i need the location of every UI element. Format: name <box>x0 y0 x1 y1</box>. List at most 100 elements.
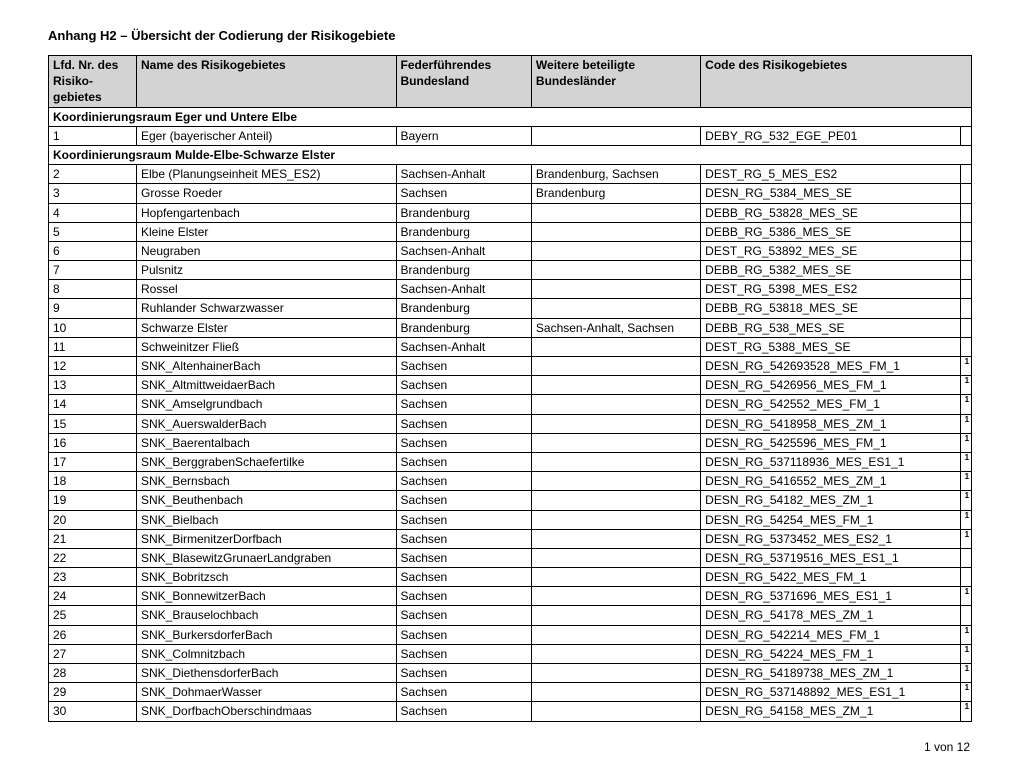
cell-fed: Sachsen <box>396 357 531 376</box>
cell-bet: Brandenburg <box>531 184 700 203</box>
risk-areas-table: Lfd. Nr. des Risiko-gebietes Name des Ri… <box>48 55 972 722</box>
table-row: 6NeugrabenSachsen-AnhaltDEST_RG_53892_ME… <box>49 241 972 260</box>
cell-name: Ruhlander Schwarzwasser <box>137 299 397 318</box>
cell-nr: 9 <box>49 299 137 318</box>
cell-footnote <box>960 126 971 145</box>
cell-footnote <box>960 606 971 625</box>
cell-nr: 2 <box>49 165 137 184</box>
cell-code: DESN_RG_542214_MES_FM_1 <box>701 625 961 644</box>
cell-code: DESN_RG_5422_MES_FM_1 <box>701 568 961 587</box>
table-row: 16SNK_BaerentalbachSachsenDESN_RG_542559… <box>49 433 972 452</box>
cell-fed: Sachsen <box>396 395 531 414</box>
cell-bet <box>531 395 700 414</box>
cell-bet: Brandenburg, Sachsen <box>531 165 700 184</box>
cell-footnote: 1 <box>960 357 971 376</box>
cell-bet <box>531 491 700 510</box>
cell-fed: Sachsen <box>396 184 531 203</box>
cell-nr: 13 <box>49 376 137 395</box>
cell-fed: Brandenburg <box>396 299 531 318</box>
cell-code: DESN_RG_537118936_MES_ES1_1 <box>701 452 961 471</box>
cell-name: Rossel <box>137 280 397 299</box>
cell-code: DEBB_RG_53818_MES_SE <box>701 299 961 318</box>
cell-code: DESN_RG_54182_MES_ZM_1 <box>701 491 961 510</box>
cell-name: Schweinitzer Fließ <box>137 337 397 356</box>
cell-nr: 27 <box>49 644 137 663</box>
table-row: 26SNK_BurkersdorferBachSachsenDESN_RG_54… <box>49 625 972 644</box>
cell-bet <box>531 683 700 702</box>
cell-footnote <box>960 318 971 337</box>
cell-fed: Sachsen <box>396 510 531 529</box>
cell-code: DESN_RG_537148892_MES_ES1_1 <box>701 683 961 702</box>
cell-fed: Sachsen <box>396 625 531 644</box>
cell-footnote: 1 <box>960 395 971 414</box>
table-row: 4HopfengartenbachBrandenburgDEBB_RG_5382… <box>49 203 972 222</box>
cell-name: SNK_BlasewitzGrunaerLandgraben <box>137 548 397 567</box>
cell-bet <box>531 414 700 433</box>
cell-fed: Sachsen <box>396 472 531 491</box>
table-row: 20SNK_BielbachSachsenDESN_RG_54254_MES_F… <box>49 510 972 529</box>
cell-name: SNK_BurkersdorferBach <box>137 625 397 644</box>
cell-nr: 10 <box>49 318 137 337</box>
col-header-nr: Lfd. Nr. des Risiko-gebietes <box>49 56 137 108</box>
cell-bet <box>531 241 700 260</box>
table-row: 5Kleine ElsterBrandenburgDEBB_RG_5386_ME… <box>49 222 972 241</box>
cell-bet <box>531 644 700 663</box>
cell-name: SNK_Bernsbach <box>137 472 397 491</box>
cell-fed: Brandenburg <box>396 261 531 280</box>
cell-name: SNK_Bielbach <box>137 510 397 529</box>
cell-nr: 25 <box>49 606 137 625</box>
page-title: Anhang H2 – Übersicht der Codierung der … <box>48 28 972 43</box>
cell-code: DESN_RG_5425596_MES_FM_1 <box>701 433 961 452</box>
cell-code: DESN_RG_5416552_MES_ZM_1 <box>701 472 961 491</box>
cell-code: DEBB_RG_53828_MES_SE <box>701 203 961 222</box>
cell-fed: Sachsen <box>396 414 531 433</box>
section-heading-row: Koordinierungsraum Eger und Untere Elbe <box>49 107 972 126</box>
table-row: 2Elbe (Planungseinheit MES_ES2)Sachsen-A… <box>49 165 972 184</box>
cell-fed: Sachsen <box>396 702 531 721</box>
cell-nr: 8 <box>49 280 137 299</box>
cell-code: DESN_RG_54224_MES_FM_1 <box>701 644 961 663</box>
cell-fed: Sachsen-Anhalt <box>396 337 531 356</box>
cell-bet <box>531 337 700 356</box>
cell-nr: 4 <box>49 203 137 222</box>
cell-code: DEBB_RG_5386_MES_SE <box>701 222 961 241</box>
cell-bet <box>531 510 700 529</box>
cell-code: DESN_RG_5426956_MES_FM_1 <box>701 376 961 395</box>
cell-nr: 18 <box>49 472 137 491</box>
cell-fed: Sachsen-Anhalt <box>396 165 531 184</box>
cell-name: SNK_BonnewitzerBach <box>137 587 397 606</box>
cell-code: DESN_RG_542693528_MES_FM_1 <box>701 357 961 376</box>
cell-bet <box>531 606 700 625</box>
cell-name: Elbe (Planungseinheit MES_ES2) <box>137 165 397 184</box>
cell-footnote: 1 <box>960 491 971 510</box>
cell-fed: Sachsen <box>396 568 531 587</box>
cell-fed: Sachsen <box>396 644 531 663</box>
cell-code: DESN_RG_5384_MES_SE <box>701 184 961 203</box>
cell-nr: 30 <box>49 702 137 721</box>
cell-bet <box>531 376 700 395</box>
cell-nr: 3 <box>49 184 137 203</box>
table-row: 19SNK_BeuthenbachSachsenDESN_RG_54182_ME… <box>49 491 972 510</box>
cell-fed: Sachsen <box>396 606 531 625</box>
cell-code: DEST_RG_53892_MES_SE <box>701 241 961 260</box>
cell-bet <box>531 299 700 318</box>
table-row: 27SNK_ColmnitzbachSachsenDESN_RG_54224_M… <box>49 644 972 663</box>
cell-bet <box>531 452 700 471</box>
cell-fed: Sachsen <box>396 452 531 471</box>
table-row: 12SNK_AltenhainerBachSachsenDESN_RG_5426… <box>49 357 972 376</box>
table-row: 11Schweinitzer FließSachsen-AnhaltDEST_R… <box>49 337 972 356</box>
cell-code: DESN_RG_542552_MES_FM_1 <box>701 395 961 414</box>
cell-fed: Bayern <box>396 126 531 145</box>
cell-fed: Brandenburg <box>396 203 531 222</box>
cell-nr: 14 <box>49 395 137 414</box>
cell-footnote: 1 <box>960 587 971 606</box>
cell-name: SNK_Brauselochbach <box>137 606 397 625</box>
cell-fed: Sachsen <box>396 433 531 452</box>
cell-name: SNK_Beuthenbach <box>137 491 397 510</box>
cell-nr: 16 <box>49 433 137 452</box>
cell-code: DESN_RG_53719516_MES_ES1_1 <box>701 548 961 567</box>
cell-bet: Sachsen-Anhalt, Sachsen <box>531 318 700 337</box>
cell-fed: Sachsen <box>396 683 531 702</box>
cell-bet <box>531 568 700 587</box>
cell-footnote <box>960 568 971 587</box>
